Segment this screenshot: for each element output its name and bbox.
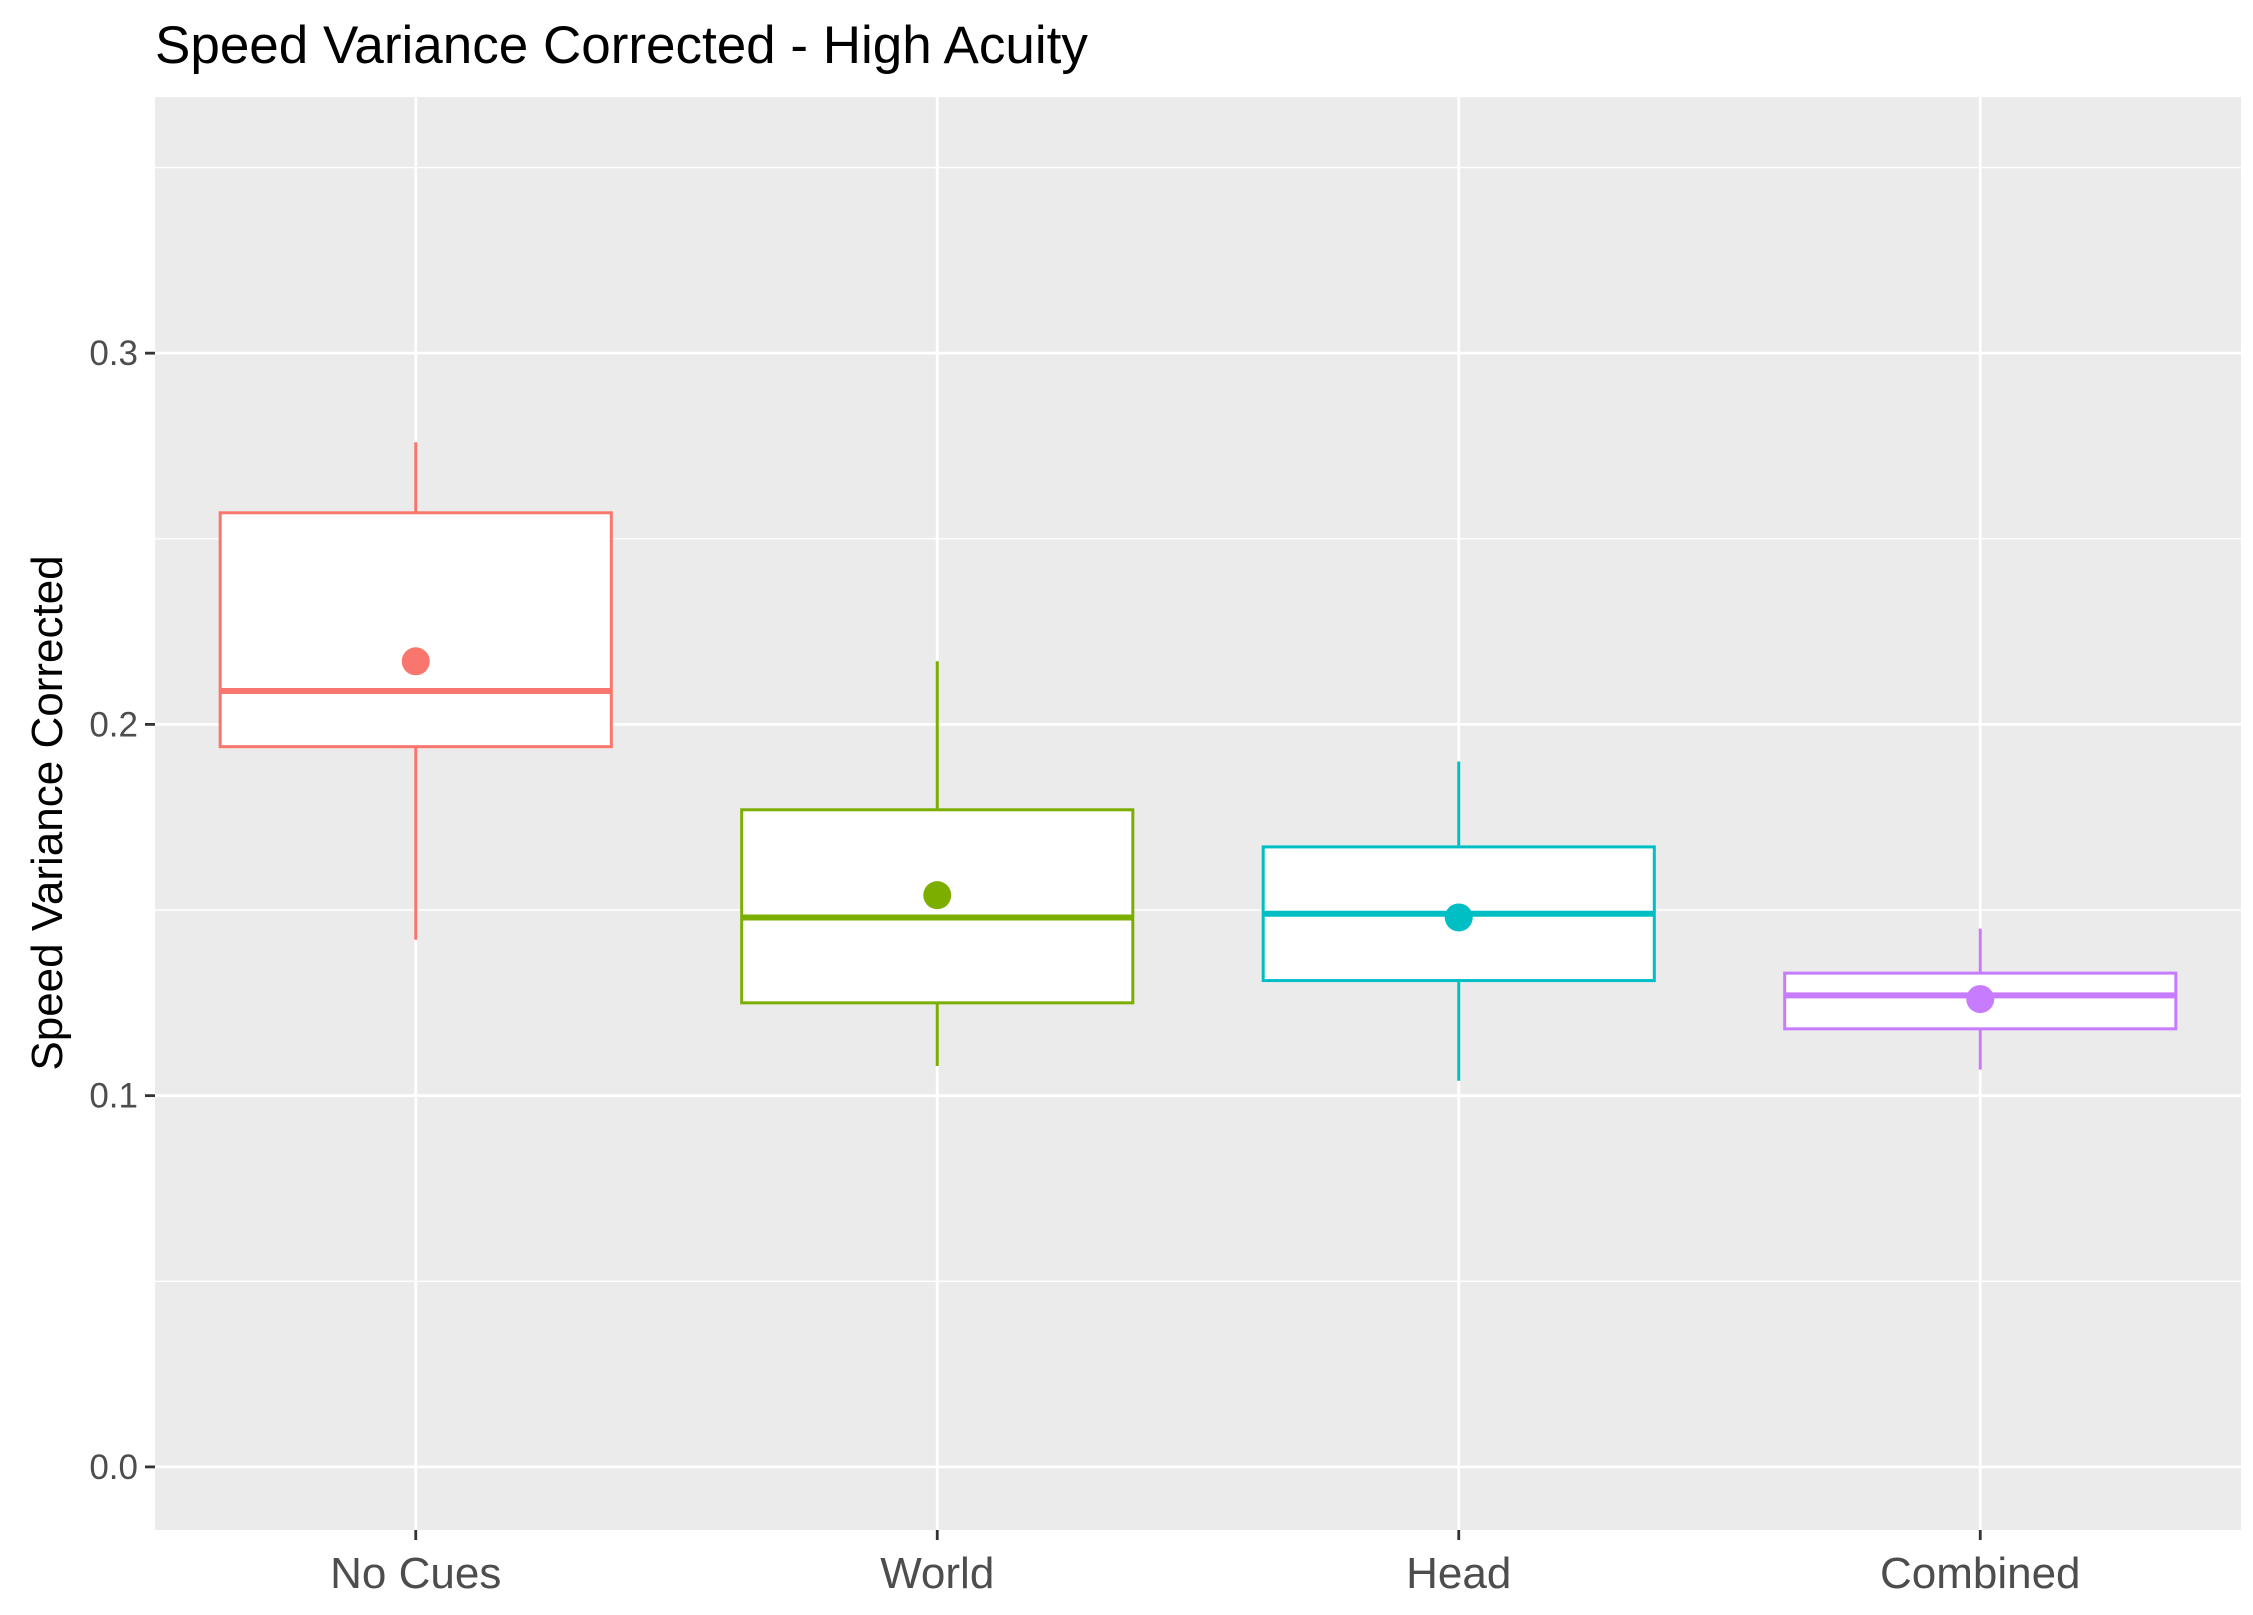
plot-panel	[155, 97, 2241, 1530]
x-tick-label: Head	[1406, 1549, 1511, 1598]
mean-point	[401, 647, 430, 676]
box-iqr	[218, 511, 613, 749]
x-tick-label: World	[880, 1549, 994, 1598]
boxplot-series	[218, 442, 2178, 1081]
box-world	[740, 661, 1135, 1066]
y-axis-title: Speed Variance Corrected	[23, 555, 72, 1070]
box-combined	[1783, 928, 2178, 1070]
box-head	[1261, 761, 1656, 1081]
y-tick-label: 0.1	[89, 1077, 138, 1116]
mean-point	[1444, 903, 1473, 932]
y-tick-label: 0.3	[89, 334, 138, 373]
y-tick-label: 0.0	[89, 1448, 138, 1487]
x-axis-ticks: No Cues World Head Combined	[330, 1530, 2081, 1598]
y-tick-label: 0.2	[89, 705, 138, 744]
box-no-cues	[218, 442, 613, 940]
mean-point	[923, 881, 952, 910]
chart-title: Speed Variance Corrected - High Acuity	[155, 16, 1088, 75]
x-tick-label: Combined	[1880, 1549, 2081, 1598]
x-tick-label: No Cues	[330, 1549, 501, 1598]
mean-point	[1966, 985, 1995, 1014]
y-axis-ticks: 0.0 0.1 0.2 0.3	[89, 334, 155, 1487]
